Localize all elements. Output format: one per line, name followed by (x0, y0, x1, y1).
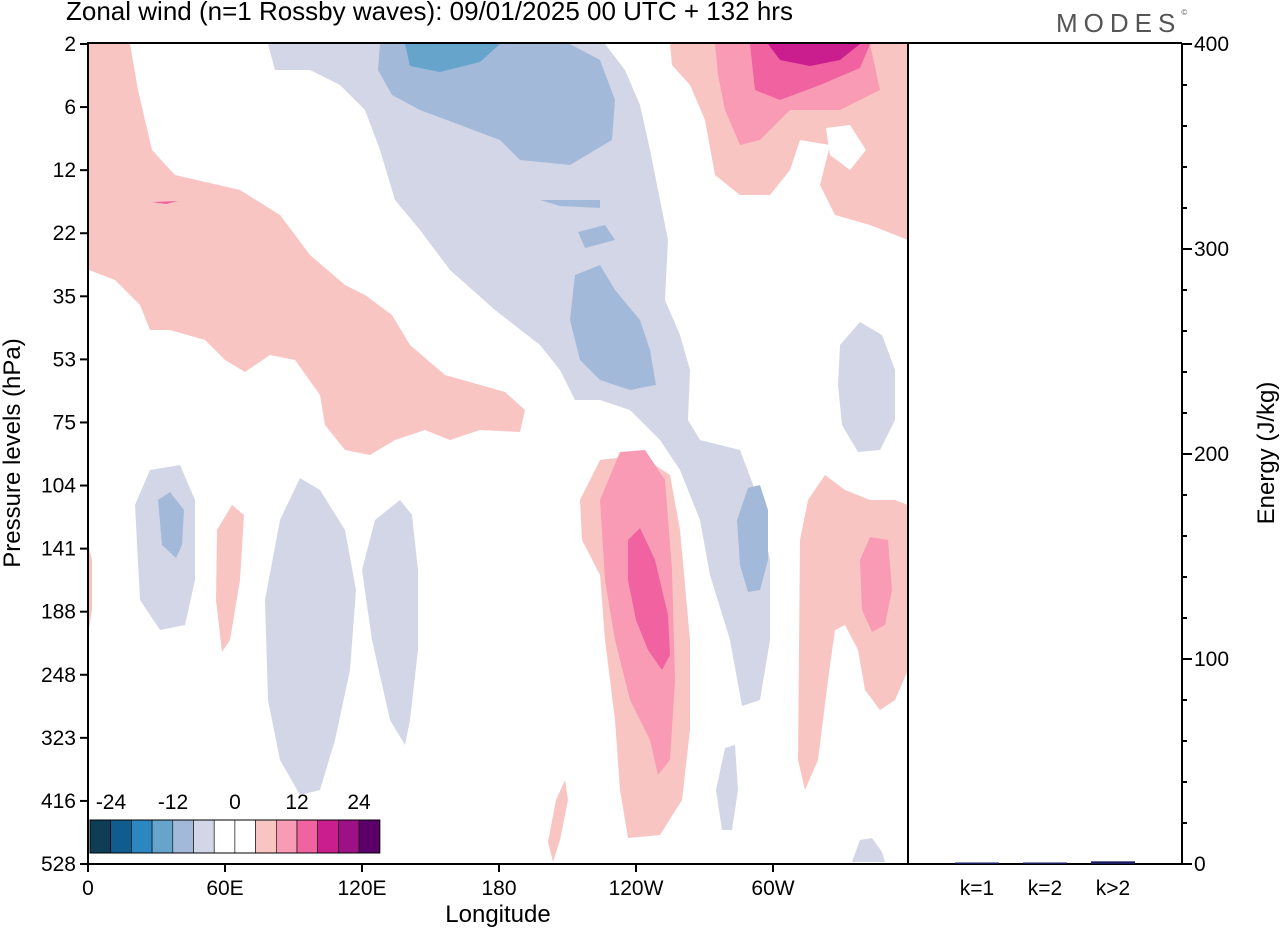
energy-tick-label: 300 (1194, 238, 1229, 261)
modes-logo: MODES© (1056, 8, 1187, 39)
colorbar-swatch (89, 819, 112, 854)
longitude-tick-label: 60E (206, 877, 243, 900)
pressure-tick-label: 188 (41, 601, 76, 624)
colorbar-swatch (172, 819, 194, 854)
contour-negative-trop-b (265, 478, 356, 795)
pressure-tick-label: 323 (41, 727, 76, 750)
energy-bar-label: k>2 (1096, 877, 1130, 900)
colorbar-swatch (358, 819, 381, 854)
colorbar-frame (89, 819, 381, 854)
colorbar-swatch (234, 819, 256, 854)
longitude-tick-label: 120E (337, 877, 386, 900)
colorbar-labels: -24 -12 0 12 24 (96, 791, 371, 814)
pressure-tick-label: 53 (53, 348, 76, 371)
colorbar-swatch (255, 819, 277, 854)
colorbar-swatch (193, 819, 215, 854)
pressure-tick-label: 248 (41, 664, 76, 687)
colorbar-swatch (296, 819, 319, 854)
longitude-axis: 0 60E 120E 180 120W 60W (82, 864, 795, 900)
contour-upper-right-hole (826, 125, 866, 170)
longitude-tick-label: 60W (751, 877, 794, 900)
contour-neg12-mid-b (578, 225, 615, 248)
energy-tick-label: 100 (1194, 648, 1229, 671)
contour-positive-strat-band (89, 44, 525, 455)
energy-bar (1091, 861, 1135, 864)
pressure-tick-label: 141 (41, 538, 76, 561)
colorbar-label: 0 (229, 791, 241, 814)
contour-positive-trop-right (798, 475, 908, 790)
colorbar (89, 819, 381, 854)
logo-text: MODES (1056, 8, 1182, 38)
energy-axis-title: Energy (J/kg) (1253, 382, 1280, 525)
contour-negative-right-blob (838, 322, 895, 452)
contour-positive-low-a (548, 780, 568, 862)
contour-neg12-trop-right (737, 485, 768, 592)
contour-neg12-mid-a (540, 200, 600, 208)
contour-negative-trop-c (362, 500, 418, 745)
y-axis-title: Pressure levels (hPa) (0, 338, 26, 567)
longitude-tick-label: 180 (481, 877, 516, 900)
pressure-tick-label: 416 (41, 790, 76, 813)
longitude-tick-label: 0 (82, 877, 94, 900)
energy-bars: k=1 k=2 k>2 (955, 861, 1135, 900)
colorbar-swatch (151, 819, 174, 854)
pressure-tick-label: 35 (53, 285, 76, 308)
longitude-tick-label: 120W (609, 877, 664, 900)
contour-positive-strat-dot (152, 201, 178, 204)
contour-neg12-top (378, 44, 615, 165)
colorbar-swatch (275, 819, 298, 854)
colorbar-swatch (110, 819, 132, 854)
energy-axis: 0 100 200 300 400 (1182, 33, 1229, 876)
colorbar-label: -12 (158, 791, 188, 814)
contour-positive-trop-a (216, 505, 244, 652)
contour-negative-low-b (852, 838, 885, 862)
energy-bar (1023, 862, 1067, 864)
energy-bar (955, 862, 999, 864)
chart-title: Zonal wind (n=1 Rossby waves): 09/01/202… (66, 0, 793, 26)
colorbar-label: 24 (347, 791, 371, 814)
pressure-tick-label: 104 (41, 475, 76, 498)
colorbar-swatch (131, 819, 153, 854)
energy-bar-label: k=1 (960, 877, 994, 900)
contour-neg18-top (405, 44, 500, 72)
contour-field (87, 44, 908, 862)
contour-negative-low-a (716, 745, 738, 830)
energy-tick-label: 200 (1194, 443, 1229, 466)
colorbar-swatch (317, 819, 339, 854)
pressure-axis: 2 6 12 22 35 53 75 104 141 188 248 323 416 528 (41, 33, 88, 876)
contour-negative-desc-band (268, 44, 770, 706)
contour-neg12-trop-a (158, 492, 184, 558)
pressure-tick-label: 2 (64, 33, 76, 56)
colorbar-label: -24 (96, 791, 127, 814)
pressure-tick-label: 22 (53, 222, 76, 245)
contour-pos24-upper-right (768, 44, 860, 66)
pressure-tick-label: 6 (64, 96, 76, 119)
energy-bar-label: k=2 (1028, 877, 1062, 900)
pressure-tick-label: 12 (53, 159, 76, 182)
colorbar-swatch (213, 819, 236, 854)
contour-neg12-mid-c (570, 265, 656, 390)
x-axis-title: Longitude (445, 901, 550, 928)
contour-pos12-trop-right (860, 537, 892, 632)
energy-tick-label: 0 (1194, 853, 1206, 876)
colorbar-label: 12 (285, 791, 308, 814)
contour-pos18-trop-main (628, 528, 670, 670)
energy-tick-label: 400 (1194, 33, 1229, 56)
pressure-tick-label: 75 (53, 411, 76, 434)
logo-mark: © (1181, 8, 1188, 17)
pressure-tick-label: 528 (41, 853, 76, 876)
colorbar-swatch (338, 819, 360, 854)
